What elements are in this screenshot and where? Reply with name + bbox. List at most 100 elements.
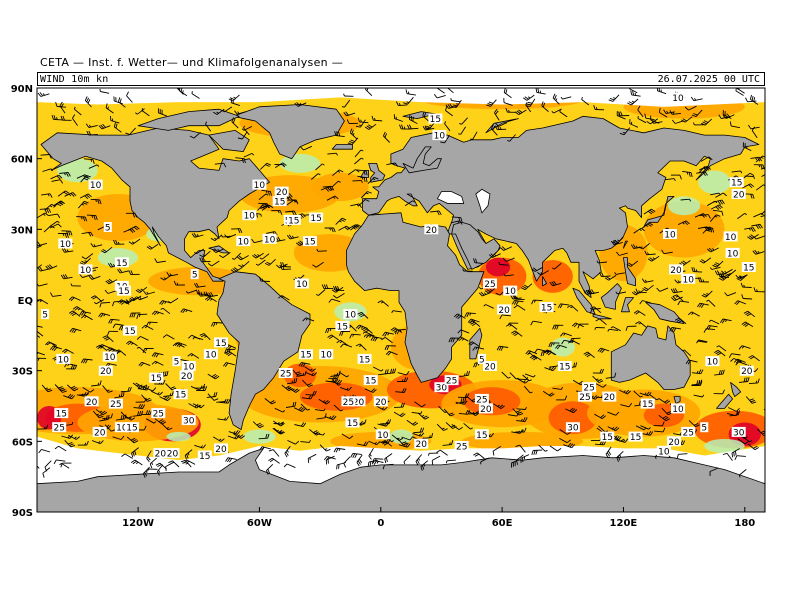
speed-label-text: 20: [86, 398, 98, 408]
speed-label-text: 15: [300, 351, 311, 361]
wind-barb: [507, 134, 516, 142]
wind-barb: [231, 228, 243, 234]
wind-barb: [328, 298, 341, 303]
wind-barb: [505, 107, 517, 113]
wind-barb: [644, 250, 656, 256]
wind-barb: [318, 398, 331, 405]
wind-barb: [76, 216, 88, 222]
graticule-ticks: [37, 87, 746, 513]
wind-barb: [637, 105, 644, 118]
speed-label-bg: [739, 365, 754, 376]
wind-barb: [144, 387, 157, 392]
speed-label-text: 20: [426, 226, 438, 236]
wind-barb: [135, 108, 145, 115]
speed-label: 20: [667, 436, 681, 448]
wind-barb: [311, 173, 321, 180]
speed-label: 10: [102, 351, 117, 363]
speed-label: 10: [294, 278, 309, 290]
wind-barb: [105, 278, 118, 285]
wind-barb: [37, 424, 49, 430]
wind-barb: [535, 88, 546, 95]
speed-label-text: 10: [672, 405, 684, 415]
wind-barb: [422, 111, 430, 123]
wind-barb: [700, 118, 713, 126]
wind-barb: [677, 220, 690, 226]
wind-barb: [161, 423, 173, 431]
lon-label: 120W: [122, 518, 154, 529]
wind-barb: [503, 98, 513, 106]
speed-label: 10: [343, 309, 358, 321]
wind-barb: [394, 402, 405, 408]
wind-barb: [199, 250, 211, 258]
wind-barb: [40, 154, 52, 159]
speed-label-bg: [667, 436, 681, 447]
speed-label-bg: [103, 222, 112, 232]
speed-label-text: 10: [377, 431, 389, 441]
wind-barb: [386, 162, 398, 167]
wind-barb: [626, 260, 639, 267]
wind-barb: [488, 253, 501, 259]
land-canadian-islands: [137, 108, 240, 131]
wind-barb: [641, 278, 654, 283]
speed-label: 10: [503, 285, 518, 297]
wind-barb: [619, 127, 631, 136]
wind-barb: [635, 425, 647, 431]
speed-label-text: 15: [118, 287, 129, 297]
wind-zone-storm: [485, 257, 511, 277]
wind-barb: [43, 225, 55, 233]
wind-barb: [656, 88, 667, 95]
wind-barb: [125, 212, 138, 218]
wind-barb: [117, 268, 129, 274]
wind-barb: [120, 411, 132, 419]
speed-label-text: 15: [347, 419, 358, 429]
speed-label-text: 10: [244, 212, 256, 222]
wind-barb: [507, 412, 520, 417]
speed-label-bg: [123, 325, 137, 336]
wind-barb: [408, 114, 418, 125]
lat-label: 60N: [11, 155, 33, 166]
wind-barb: [37, 357, 47, 361]
speed-label: 30: [434, 382, 449, 394]
speed-label: 20: [214, 443, 228, 455]
speed-label: 20: [153, 448, 168, 460]
wind-barb: [658, 398, 671, 404]
wind-barb: [707, 247, 719, 253]
speed-label-text: 15: [541, 304, 552, 314]
wind-barb: [669, 326, 681, 333]
wind-barb: [681, 116, 693, 123]
speed-label: 15: [299, 349, 313, 361]
speed-label-text: 5: [701, 424, 707, 434]
wind-barb: [350, 203, 362, 208]
speed-label: 20: [373, 396, 388, 408]
wind-barb: [354, 149, 364, 158]
wind-barb: [131, 447, 139, 458]
speed-label: 10: [319, 349, 334, 361]
wind-barb: [210, 234, 223, 241]
wind-barb: [516, 407, 527, 410]
speed-label: 20: [739, 365, 754, 377]
wind-barb: [68, 310, 81, 317]
wind-barb: [278, 295, 290, 301]
wind-barb: [721, 268, 733, 275]
wind-barb: [630, 244, 643, 249]
land-sulawesi: [621, 297, 634, 313]
wind-barb: [259, 276, 270, 282]
speed-label: 30: [731, 426, 746, 438]
speed-label: 10: [262, 233, 277, 245]
wind-zone-calm: [667, 196, 701, 216]
wind-barb: [620, 402, 633, 408]
speed-label-bg: [357, 353, 372, 364]
wind-barb: [486, 99, 497, 107]
speed-label-bg: [98, 365, 113, 376]
speed-label-text: 20: [668, 438, 680, 448]
wind-barb: [747, 443, 759, 451]
wind-barb: [444, 121, 451, 132]
wind-barb: [710, 192, 721, 196]
wind-barb: [347, 169, 360, 176]
speed-label-text: 30: [733, 428, 745, 438]
speed-label-bg: [454, 441, 469, 451]
wind-barb: [637, 115, 647, 124]
wind-barb: [272, 427, 284, 435]
wind-barb: [191, 91, 200, 99]
speed-label-text: 15: [731, 179, 742, 189]
